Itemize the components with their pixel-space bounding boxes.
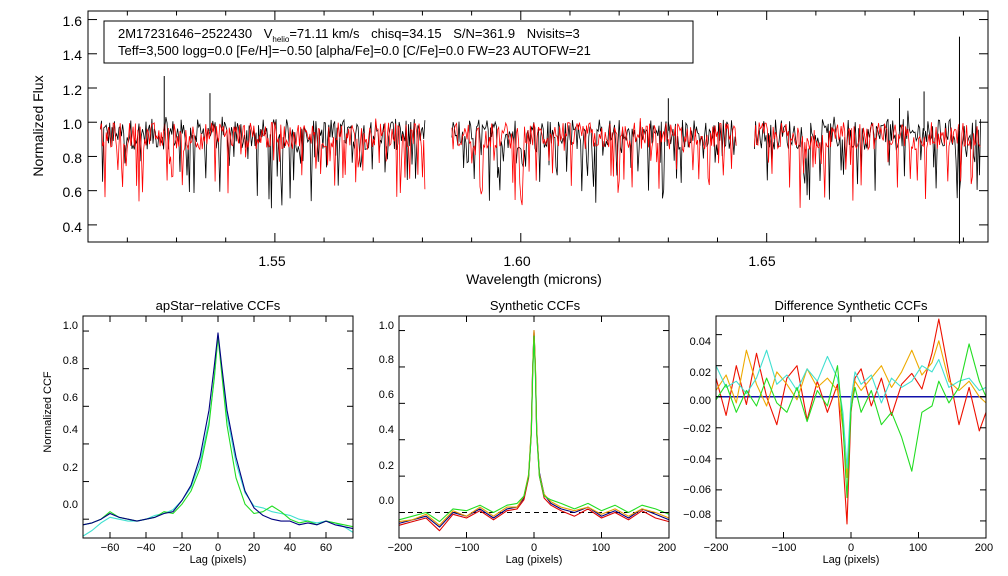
ccf2-series-green: [398, 335, 670, 523]
ccf2-ytick-label: 1.0: [379, 320, 394, 332]
ccf3-xtick-label: 100: [909, 542, 927, 554]
ccf1-ytick-label: 0.0: [63, 499, 78, 511]
ccf1-panel: apStar−relative CCFs −60 −40 −20 0 20 40…: [42, 298, 354, 566]
ccf3-xlabel: Lag (pixels): [823, 554, 880, 566]
spectrum-ytick-label: 1.2: [63, 82, 83, 98]
ccf1-xtick-label: −20: [173, 542, 192, 554]
ccf2-ytick-label: 0.8: [379, 354, 394, 366]
nvisits-value: Nvisits=3: [527, 26, 580, 41]
spectrum-lines: [99, 36, 981, 244]
ccf2-series-navy: [398, 330, 670, 528]
spectrum-ytick-label: 0.8: [63, 150, 83, 166]
annotation-line-1: 2M17231646−2522430 Vhelio=71.11 km/s chi…: [118, 26, 580, 44]
ccf1-ytick-label: 0.4: [63, 424, 78, 436]
star-id: 2M17231646−2522430: [118, 26, 252, 41]
ccf1-xtick-label: −40: [137, 542, 156, 554]
ccf3-ytick-label: −0.02: [683, 423, 711, 435]
ccf1-ytick-label: 1.0: [63, 320, 78, 332]
ccf1-plot-frame: [82, 315, 354, 539]
spectrum-series-1-chip-0: [99, 118, 426, 202]
ccf3-ytick-label: −0.06: [683, 484, 711, 496]
spectrum-series-1-chip-1: [451, 118, 737, 206]
ccf1-ylabel: Normalized CCF: [42, 371, 54, 453]
ccf1-series-green: [82, 336, 354, 528]
vhelio-value: =71.11 km/s: [289, 26, 360, 41]
ccf3-xtick-label: −100: [772, 542, 797, 554]
ccf3-title: Difference Synthetic CCFs: [775, 298, 928, 313]
ccf2-panel: Synthetic CCFs −200 −100 0 100 200 0.0 0…: [379, 298, 676, 566]
ccf1-xlabel: Lag (pixels): [190, 554, 247, 566]
ccf3-ytick-label: 0.04: [690, 336, 711, 348]
spectrum-series-1-chip-2: [754, 122, 981, 208]
ccf1-xtick-label: −60: [101, 542, 120, 554]
ccf2-xlabel: Lag (pixels): [506, 554, 563, 566]
spectrum-ytick-label: 1.6: [63, 13, 83, 29]
chisq-value: chisq=34.15: [371, 26, 441, 41]
annotation-line-2: Teff=3,500 logg=0.0 [Fe/H]=−0.50 [alpha/…: [118, 43, 591, 58]
ccf1-xtick-label: 60: [320, 542, 332, 554]
ccf3-xtick-label: 200: [975, 542, 993, 554]
ccf2-ytick-label: 0.6: [379, 389, 394, 401]
ccf1-xtick-label: 0: [215, 542, 221, 554]
spectrum-xtick-label: 1.55: [258, 253, 285, 269]
spectrum-xtick-label: 1.60: [503, 253, 530, 269]
ccf3-ytick-label: −0.04: [683, 454, 711, 466]
spectrum-ylabel: Normalized Flux: [30, 75, 46, 176]
ccf3-lines: [715, 318, 987, 525]
ccf1-ticks: [83, 316, 353, 538]
spectrum-xlabel: Wavelength (microns): [466, 271, 602, 287]
spectrum-annotation-box: [103, 20, 694, 64]
ccf1-ytick-label: 0.2: [63, 462, 78, 474]
ccf1-series-cyan: [82, 334, 354, 537]
snr-value: S/N=361.9: [453, 26, 515, 41]
spectrum-plot-frame: [87, 10, 989, 243]
ccf1-lines: [82, 332, 354, 537]
ccf2-xtick-label: 200: [658, 542, 676, 554]
ccf2-ytick-label: 0.4: [379, 424, 394, 436]
spectrum-ytick-label: 1.0: [63, 116, 83, 132]
ccf1-title: apStar−relative CCFs: [156, 298, 281, 313]
spectrum-xtick-label: 1.65: [748, 253, 775, 269]
spectrum-ytick-label: 0.4: [63, 219, 83, 235]
ccf3-ytick-label: 0.02: [690, 367, 711, 379]
ccf2-title: Synthetic CCFs: [490, 298, 581, 313]
ccf1-ytick-label: 0.6: [63, 392, 78, 404]
ccf3-ytick-label: 0.00: [690, 395, 711, 407]
ccf1-ytick-label: 0.8: [63, 355, 78, 367]
ccf3-xtick-label: −200: [704, 542, 729, 554]
ccf3-series-red: [715, 318, 987, 525]
vhelio-subscript: helio: [272, 35, 289, 44]
spectrum-ytick-label: 0.6: [63, 184, 83, 200]
ccf1-series-blue: [82, 332, 354, 530]
ccf2-xtick-label: −100: [455, 542, 480, 554]
ccf2-xtick-label: 0: [531, 542, 537, 554]
ccf2-ticks: [398, 316, 670, 538]
spectrum-panel: 1.55 1.60 1.65 0.4 0.6 0.8 1.0 1.2 1.4 1…: [30, 10, 989, 287]
ccf2-lines: [398, 330, 670, 532]
ccf3-series-green: [715, 343, 987, 499]
ccf2-ytick-label: 0.2: [379, 460, 394, 472]
spectrum-ytick-label: 1.4: [63, 47, 83, 63]
ccf2-xtick-label: −200: [388, 542, 413, 554]
ccf1-xtick-label: 40: [284, 542, 296, 554]
ccf1-xtick-label: 20: [248, 542, 260, 554]
ccf3-series-cyan: [715, 349, 987, 469]
ccf3-ytick-label: −0.08: [683, 509, 711, 521]
ccf2-series-orange: [398, 330, 670, 526]
spectrum-ticks: [88, 11, 988, 242]
ccf2-series-red: [398, 331, 670, 532]
ccf3-xtick-label: 0: [848, 542, 854, 554]
ccf2-xtick-label: 100: [592, 542, 610, 554]
ccf2-ytick-label: 0.0: [379, 495, 394, 507]
ccf3-panel: Difference Synthetic CCFs −200 −100 0 10…: [683, 298, 993, 566]
vhelio-prefix: V: [264, 26, 273, 41]
ccf3-ticks: [715, 316, 987, 538]
